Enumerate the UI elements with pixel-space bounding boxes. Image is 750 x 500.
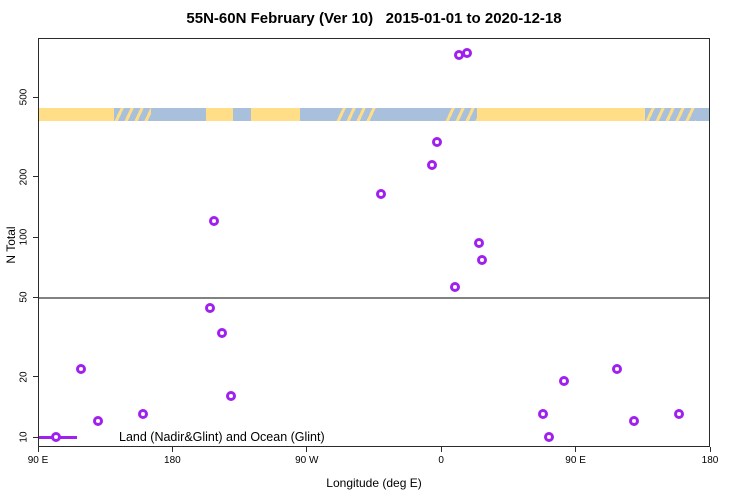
map-band-segment-coast [336, 108, 377, 121]
x-tick [306, 447, 308, 452]
x-tick [709, 447, 711, 452]
data-point [76, 363, 87, 374]
map-band-segment-ocean [151, 108, 207, 121]
data-point [204, 303, 215, 314]
x-axis-title: Longitude (deg E) [326, 476, 422, 490]
legend-circle-marker-icon [51, 432, 61, 442]
data-point [209, 216, 220, 227]
x-tick [37, 447, 39, 452]
data-point [473, 238, 484, 249]
y-tick-label: 100 [18, 228, 30, 246]
x-tick-label: 180 [701, 455, 719, 466]
data-point [476, 254, 487, 265]
data-point [461, 48, 472, 59]
y-tick [33, 236, 38, 238]
map-band-segment-land [206, 108, 234, 121]
map-band-segment-land [39, 108, 114, 121]
y-tick [33, 376, 38, 378]
y-tick-label: 50 [18, 291, 30, 303]
data-point [449, 282, 460, 293]
y-tick [33, 296, 38, 298]
map-band-segment-ocean [233, 108, 252, 121]
x-tick [171, 447, 173, 452]
data-point [612, 363, 623, 374]
data-point [225, 391, 236, 402]
y-tick [33, 436, 38, 438]
y-tick-label: 20 [18, 371, 30, 383]
x-tick-label: 90 E [565, 455, 586, 466]
data-point [673, 409, 684, 420]
x-tick [440, 447, 442, 452]
chart-title: 55N-60N February (Ver 10) 2015-01-01 to … [186, 10, 562, 27]
data-point [537, 409, 548, 420]
map-band-segment-land [476, 108, 646, 121]
x-tick-label: 90 W [295, 455, 319, 466]
x-tick-label: 0 [438, 455, 444, 466]
map-band-segment-coast [113, 108, 151, 121]
plot-area: Land (Nadir&Glint) and Ocean (Glint) [38, 38, 710, 447]
y-tick-label: 500 [18, 88, 30, 106]
x-tick [575, 447, 577, 452]
map-band-segment-land [251, 108, 301, 121]
map-band-segment-ocean [300, 108, 337, 121]
y-tick [33, 176, 38, 178]
data-point [216, 328, 227, 339]
y-tick-label: 10 [18, 431, 30, 443]
x-tick-label: 180 [164, 455, 181, 466]
legend-label: Land (Nadir&Glint) and Ocean (Glint) [119, 430, 325, 444]
y-tick [33, 96, 38, 98]
map-band-segment-ocean [376, 108, 446, 121]
data-point [427, 159, 438, 170]
data-point [543, 432, 554, 442]
reference-line-50 [39, 297, 709, 300]
data-point [431, 136, 442, 147]
data-point [137, 409, 148, 420]
data-point [558, 376, 569, 387]
map-band-segment-coast [645, 108, 697, 121]
data-point [628, 416, 639, 427]
map-band-segment-coast [445, 108, 477, 121]
land-ocean-map-band [39, 108, 709, 121]
data-point [92, 416, 103, 427]
y-axis-title: N Total [4, 226, 18, 264]
x-tick-label: 90 E [27, 455, 49, 466]
y-tick-label: 200 [18, 168, 30, 186]
data-point [376, 188, 387, 199]
map-band-segment-ocean [696, 108, 709, 121]
